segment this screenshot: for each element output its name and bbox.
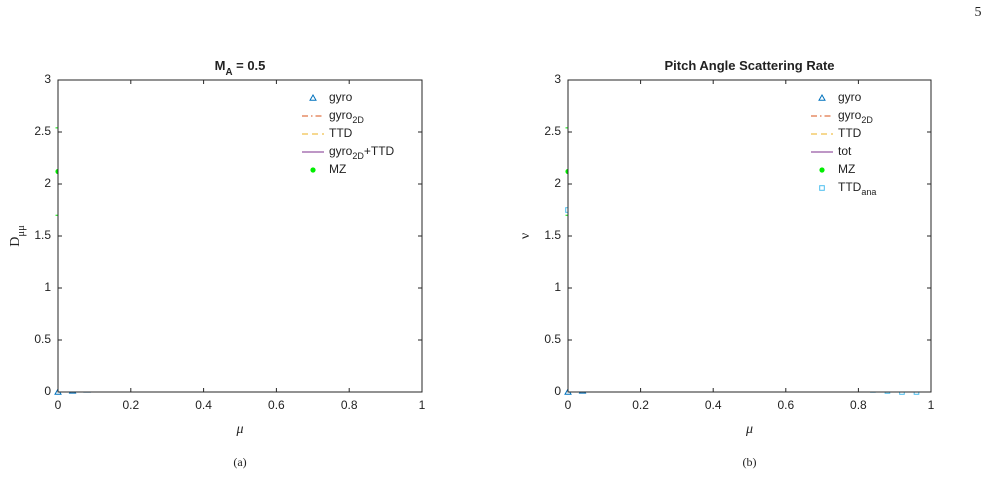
y-tick-label: 1.5 [34, 228, 51, 242]
y-tick-label: 3 [44, 72, 51, 86]
y-tick-label: 2.5 [544, 124, 561, 138]
legend-label: MZ [329, 162, 346, 176]
plot-area [58, 80, 422, 392]
legend-label: tot [838, 144, 852, 158]
chart-title: Pitch Angle Scattering Rate [665, 58, 835, 73]
legend-label: MZ [838, 162, 855, 176]
x-tick-label: 1 [419, 398, 426, 412]
x-tick-label: 0.2 [632, 398, 649, 412]
x-tick-label: 0 [55, 398, 62, 412]
y-axis-label: ν [518, 233, 533, 239]
caption: (b) [743, 455, 757, 469]
legend-label: gyro [329, 90, 353, 104]
x-tick-label: 0.6 [268, 398, 285, 412]
x-tick-label: 0.4 [705, 398, 722, 412]
x-tick-label: 1 [928, 398, 935, 412]
legend-label: gyro2D [329, 108, 364, 125]
marker-triangle [818, 93, 826, 101]
y-tick-label: 2 [44, 176, 51, 190]
x-tick-label: 0.8 [850, 398, 867, 412]
axes-box [57, 79, 423, 393]
plot-area [568, 80, 931, 392]
legend-label: TTD [838, 126, 862, 140]
marker-square [819, 185, 825, 191]
x-tick-label: 0.8 [341, 398, 358, 412]
legend-label: gyro2D [838, 108, 873, 125]
y-tick-label: 1.5 [544, 228, 561, 242]
x-axis-label: μ [745, 422, 753, 437]
legend-label: gyro2D+TTD [329, 144, 395, 161]
y-axis-label: Dμμ [8, 225, 27, 247]
y-tick-label: 2 [554, 176, 561, 190]
x-axis-label: μ [235, 422, 243, 437]
chart-title: MA = 0.5 [215, 58, 266, 78]
axes-box [567, 79, 932, 393]
y-tick-label: 2.5 [34, 124, 51, 138]
caption: (a) [233, 455, 246, 469]
marker-dot [819, 167, 825, 173]
y-tick-label: 1 [554, 280, 561, 294]
axes: 0 0.2 0.4 0.6 0.8 1 0 0.5 1 1.5 2 2.5 3 [544, 72, 934, 412]
marker-triangle [309, 93, 317, 101]
y-tick-label: 0 [554, 384, 561, 398]
y-tick-label: 1 [44, 280, 51, 294]
legend-label: TTDana [838, 180, 876, 197]
x-tick-label: 0 [565, 398, 572, 412]
x-tick-label: 0.6 [777, 398, 794, 412]
y-tick-label: 3 [554, 72, 561, 86]
y-tick-label: 0.5 [34, 332, 51, 346]
y-tick-label: 0.5 [544, 332, 561, 346]
marker-dot [310, 167, 316, 173]
x-tick-label: 0.2 [122, 398, 139, 412]
page-number: 5 [975, 5, 982, 20]
y-tick-label: 0 [44, 384, 51, 398]
axes: 0 0.2 0.4 0.6 0.8 1 0 0.5 1 1.5 2 2.5 3 [34, 72, 425, 412]
legend-label: TTD [329, 126, 353, 140]
legend-label: gyro [838, 90, 862, 104]
x-tick-label: 0.4 [195, 398, 212, 412]
